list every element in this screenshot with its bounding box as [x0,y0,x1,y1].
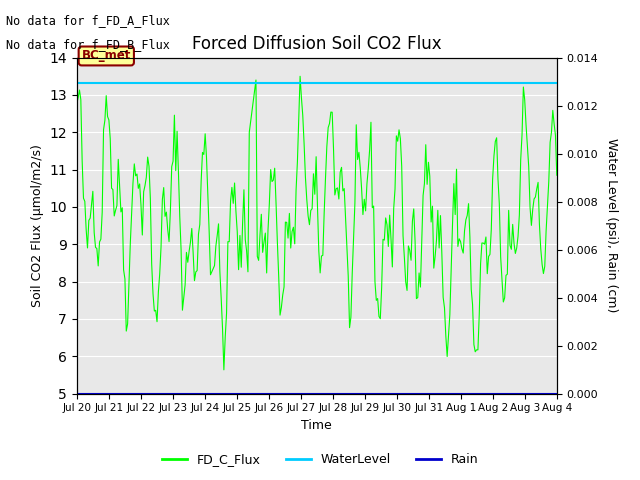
Title: Forced Diffusion Soil CO2 Flux: Forced Diffusion Soil CO2 Flux [192,35,442,53]
Legend: FD_C_Flux, WaterLevel, Rain: FD_C_Flux, WaterLevel, Rain [157,448,483,471]
X-axis label: Time: Time [301,419,332,432]
Y-axis label: Water Level (psi), Rain (cm): Water Level (psi), Rain (cm) [605,138,618,313]
Text: BC_met: BC_met [82,49,131,62]
Text: No data for f_FD_A_Flux: No data for f_FD_A_Flux [6,14,170,27]
Text: No data for f_FD_B_Flux: No data for f_FD_B_Flux [6,38,170,51]
Y-axis label: Soil CO2 Flux (μmol/m2/s): Soil CO2 Flux (μmol/m2/s) [31,144,44,307]
